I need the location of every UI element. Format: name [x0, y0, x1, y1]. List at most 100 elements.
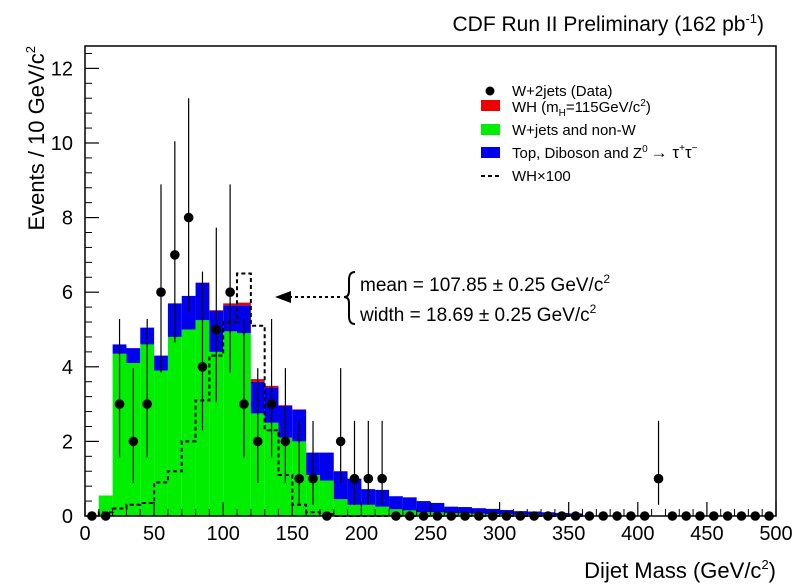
- y-tick-label-4: 4: [62, 357, 73, 379]
- annotation-width-exp: 2: [590, 302, 597, 316]
- data-point-195: [349, 473, 360, 484]
- legend: W+2jets (Data) WH (mH=115GeV/c2) W+jets …: [481, 83, 698, 185]
- legend-top-arrow: → τ: [651, 143, 680, 162]
- legend-wh-exp: 2: [640, 98, 646, 109]
- legend-wh-post: =115GeV/c: [566, 99, 641, 116]
- bar-wjets-50: [154, 370, 168, 516]
- legend-wjets-swatch: [481, 124, 500, 135]
- bar-top-280: [471, 508, 486, 514]
- annotation-mean-text: mean = 107.85 ± 0.25 GeV/c: [360, 275, 603, 296]
- y-tick-label-0: 0: [62, 506, 73, 528]
- x-axis-label: Dijet Mass (GeV/c2): [584, 557, 776, 583]
- bar-wjets-180: [333, 499, 348, 516]
- bar-wjets-130: [264, 422, 279, 516]
- data-point-165: [308, 473, 318, 484]
- x-tick-label-0: 0: [79, 523, 90, 545]
- y-axis-label-main: Events / 10 GeV/c: [24, 53, 49, 230]
- data-point-95: [211, 324, 222, 335]
- bar-top-70: [181, 295, 196, 330]
- legend-top-exp: 0: [642, 144, 648, 155]
- legend-data-marker: [485, 86, 495, 96]
- chart-title-main: CDF Run II Preliminary (162 pb: [453, 13, 746, 36]
- bar-wjets-10: [98, 495, 113, 516]
- x-tick-label-100: 100: [207, 523, 240, 545]
- bar-top-170: [319, 452, 334, 481]
- data-point-105: [225, 287, 235, 297]
- data-point-145: [280, 436, 291, 447]
- legend-top-exp3: −: [692, 143, 698, 154]
- data-point-155: [294, 473, 305, 484]
- x-axis-label-exp: 2: [761, 557, 768, 572]
- chart-title: CDF Run II Preliminary (162 pb-1): [453, 11, 765, 36]
- data-point-65: [170, 250, 180, 260]
- data-point-135: [266, 399, 277, 409]
- bar-wjets-60: [167, 336, 182, 516]
- x-axis-label-main: Dijet Mass (GeV/c: [584, 558, 761, 583]
- bar-wjets-210: [375, 506, 390, 516]
- bar-top-230: [402, 497, 417, 511]
- legend-top-pre: Top, Diboson and Z: [512, 145, 642, 162]
- bar-wjets-100: [223, 331, 238, 516]
- annotation-mean-exp: 2: [603, 272, 610, 286]
- x-tick-label-500: 500: [759, 523, 792, 545]
- bar-wh-110: [237, 302, 251, 306]
- x-tick-label-300: 300: [483, 523, 516, 545]
- data-point-215: [377, 473, 387, 484]
- legend-wh-pre: WH (m: [512, 99, 559, 116]
- x-tick-label-250: 250: [414, 523, 447, 545]
- y-tick-label-6: 6: [62, 282, 73, 304]
- bar-wjets-90: [209, 351, 224, 516]
- bar-top-30: [126, 348, 141, 364]
- x-tick-label-150: 150: [276, 523, 309, 545]
- legend-wh-close: ): [646, 99, 651, 116]
- chart-title-exp: -1: [745, 11, 757, 26]
- data-point-75: [183, 212, 194, 223]
- legend-top-tau: τ: [685, 143, 692, 162]
- data-point-45: [142, 399, 152, 409]
- data-point-35: [128, 436, 139, 447]
- annotation-width: width = 18.69 ± 0.25 GeV/c2: [359, 302, 597, 326]
- bar-wjets-190: [347, 504, 362, 516]
- x-axis-label-close: ): [769, 558, 776, 583]
- annotation-arrow-head: [275, 291, 291, 303]
- y-tick-label-8: 8: [62, 208, 73, 230]
- data-point-125: [252, 436, 263, 447]
- bar-top-260: [444, 506, 459, 514]
- x-tick-label-450: 450: [690, 523, 723, 545]
- x-tick-label-400: 400: [621, 523, 654, 545]
- y-tick-label-10: 10: [51, 133, 73, 155]
- legend-wh-sub: H: [559, 108, 566, 119]
- bar-wjets-200: [361, 504, 376, 516]
- y-axis-ticks: 0 2 4 6 8 10 12: [51, 52, 99, 528]
- data-point-185: [335, 436, 346, 447]
- stacked-histogram: [98, 282, 583, 516]
- annotation-mean: mean = 107.85 ± 0.25 GeV/c2: [360, 272, 610, 296]
- data-point-85: [197, 361, 208, 372]
- annotation-brace: [343, 271, 356, 325]
- data-point-205: [363, 473, 374, 484]
- annotation: mean = 107.85 ± 0.25 GeV/c2 width = 18.6…: [275, 271, 610, 326]
- data-point-115: [239, 399, 249, 409]
- legend-top-exp2: +: [679, 143, 685, 154]
- x-tick-label-50: 50: [143, 523, 165, 545]
- bar-top-270: [458, 507, 472, 514]
- legend-data-label: W+2jets (Data): [512, 83, 612, 100]
- legend-wh-label: WH (mH=115GeV/c2): [512, 98, 651, 119]
- data-points: [87, 98, 774, 521]
- y-axis-label-exp: 2: [23, 46, 38, 53]
- data-point-415: [653, 473, 664, 484]
- x-axis-ticks: 0 50 100 150 200 250 300 350 400 450 500: [79, 502, 793, 545]
- bar-top-220: [389, 496, 403, 510]
- legend-top-swatch: [481, 147, 500, 158]
- legend-whx-label: WH×100: [512, 168, 571, 185]
- annotation-width-text: width = 18.69 ± 0.25 GeV/c: [359, 305, 590, 326]
- data-point-25: [114, 399, 125, 409]
- y-tick-label-12: 12: [51, 58, 73, 80]
- y-axis-label: Events / 10 GeV/c2: [23, 46, 49, 231]
- bar-top-250: [430, 502, 445, 513]
- legend-top-label: Top, Diboson and Z0 → τ+τ−: [512, 143, 698, 162]
- legend-wh-swatch: [481, 100, 500, 111]
- x-tick-label-200: 200: [345, 523, 378, 545]
- legend-wjets-label: W+jets and non-W: [512, 122, 637, 139]
